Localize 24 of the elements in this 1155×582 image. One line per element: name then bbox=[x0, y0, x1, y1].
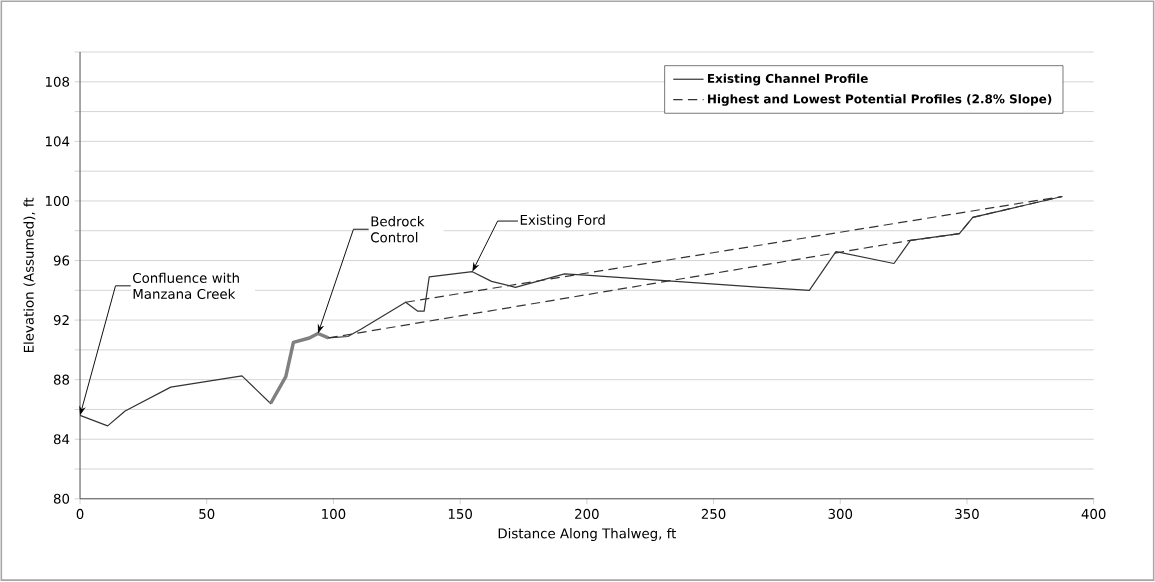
x-tick-label: 0 bbox=[76, 509, 84, 520]
y-tick-label: 92 bbox=[53, 315, 69, 326]
y-tick-label: 108 bbox=[45, 76, 70, 88]
y-tick-label: 104 bbox=[45, 136, 70, 147]
x-tick-label: 150 bbox=[448, 509, 472, 520]
x-tick-label: 100 bbox=[322, 509, 346, 520]
x-tick-label: 350 bbox=[955, 509, 979, 520]
annotation: Bedrock Control bbox=[371, 216, 425, 243]
legend-label: Highest and Lowest Potential Profiles (2.8% Slope) bbox=[707, 94, 1052, 107]
y-tick-label: 100 bbox=[45, 196, 70, 207]
annotation: Confluence with Manzana Creek bbox=[133, 272, 239, 300]
y-tick-label: 88 bbox=[53, 374, 70, 385]
x-tick-label: 250 bbox=[701, 509, 726, 520]
legend-label: Existing Channel Profile bbox=[707, 73, 868, 86]
y-tick-label: 96 bbox=[53, 255, 70, 266]
x-tick-label: 400 bbox=[1081, 509, 1106, 520]
y-axis-title: Elevation (Assumed), ft bbox=[23, 198, 36, 353]
x-tick-label: 200 bbox=[575, 509, 599, 520]
x-tick-label: 50 bbox=[199, 509, 215, 520]
annotation: Existing Ford bbox=[520, 214, 605, 228]
x-tick-label: 300 bbox=[828, 509, 853, 520]
y-tick-label: 84 bbox=[53, 434, 70, 445]
x-axis-title: Distance Along Thalweg, ft bbox=[498, 528, 677, 542]
y-tick-label: 80 bbox=[53, 494, 70, 505]
